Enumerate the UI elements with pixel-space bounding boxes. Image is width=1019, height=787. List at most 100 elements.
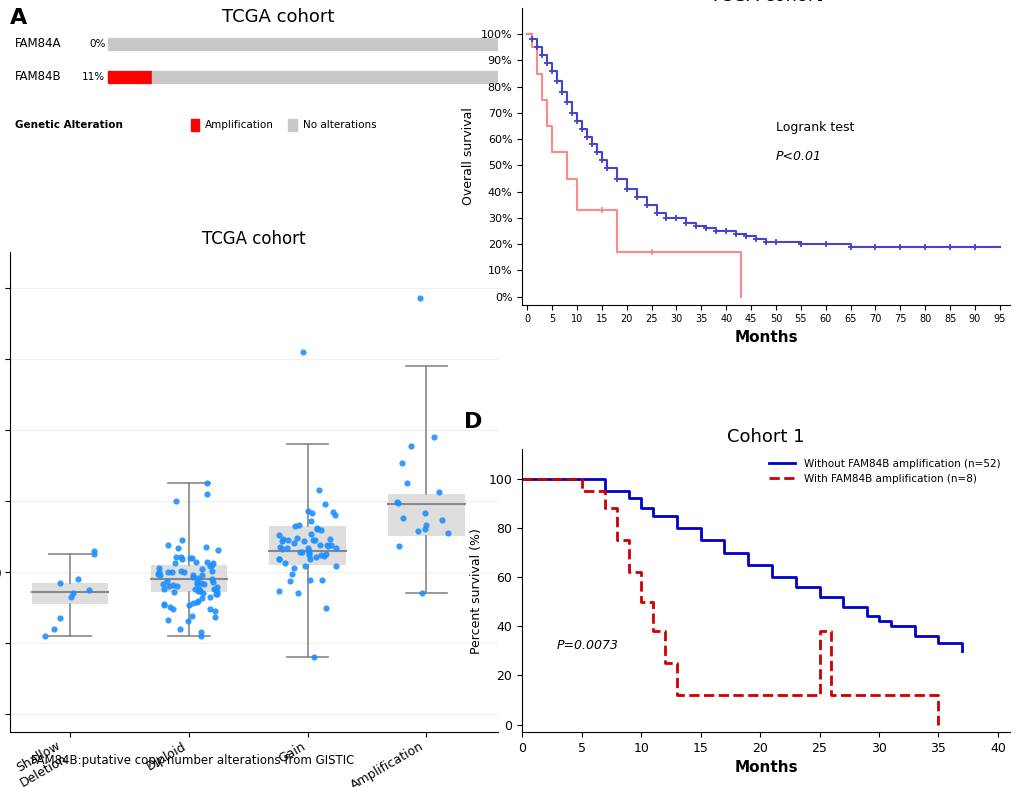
Bar — [260, 71, 262, 83]
Point — [162, 601, 178, 614]
Title: TCGA cohort: TCGA cohort — [202, 230, 306, 248]
Bar — [362, 38, 364, 50]
X-axis label: Months: Months — [734, 330, 797, 345]
Bar — [392, 38, 394, 50]
Point — [272, 541, 288, 553]
Bar — [381, 38, 383, 50]
Bar — [268, 38, 270, 50]
Bar — [339, 38, 341, 50]
Bar — [174, 71, 175, 83]
Bar — [345, 71, 347, 83]
Point — [81, 583, 97, 596]
Bar — [155, 71, 156, 83]
Bar — [151, 565, 226, 592]
Point — [284, 568, 301, 581]
Bar — [395, 71, 396, 83]
Point — [155, 578, 171, 590]
Bar — [121, 71, 123, 83]
Bar — [397, 38, 399, 50]
Bar — [191, 119, 199, 131]
Bar — [232, 38, 233, 50]
Point — [46, 623, 62, 635]
Point — [207, 583, 223, 596]
Bar — [492, 38, 493, 50]
Point — [286, 519, 303, 532]
Bar — [202, 71, 204, 83]
Bar — [144, 71, 146, 83]
Bar — [244, 71, 245, 83]
Bar — [315, 38, 317, 50]
Bar — [489, 71, 491, 83]
Bar — [110, 38, 112, 50]
Bar — [447, 38, 449, 50]
Bar — [420, 71, 422, 83]
Point — [393, 457, 410, 470]
Bar — [426, 38, 427, 50]
Bar — [387, 71, 388, 83]
Point — [316, 550, 332, 563]
Bar — [279, 38, 281, 50]
Bar — [475, 71, 477, 83]
Bar — [299, 38, 301, 50]
Bar — [205, 71, 206, 83]
Text: Genetic Alteration: Genetic Alteration — [15, 120, 123, 130]
Bar — [326, 71, 328, 83]
Point — [300, 541, 316, 554]
Bar — [240, 38, 243, 50]
Point — [205, 576, 221, 589]
Bar — [483, 71, 485, 83]
Point — [202, 603, 218, 615]
Bar — [436, 71, 438, 83]
Bar — [318, 71, 320, 83]
Point — [301, 546, 317, 559]
Bar — [224, 71, 225, 83]
Bar — [276, 71, 278, 83]
Bar — [152, 38, 154, 50]
Bar — [409, 71, 411, 83]
Bar — [436, 38, 438, 50]
Point — [158, 575, 174, 587]
Bar — [124, 38, 126, 50]
Point — [86, 548, 102, 560]
Point — [308, 551, 324, 563]
Bar — [407, 38, 408, 50]
Point — [172, 565, 189, 578]
Bar — [434, 71, 435, 83]
Point — [161, 579, 177, 592]
Bar — [213, 38, 214, 50]
Bar — [404, 71, 406, 83]
Point — [301, 549, 317, 561]
Bar — [326, 38, 328, 50]
Point — [425, 430, 441, 443]
Bar — [318, 38, 320, 50]
Bar — [365, 38, 367, 50]
Bar — [342, 71, 344, 83]
Point — [191, 582, 207, 595]
Bar — [232, 71, 233, 83]
Bar — [351, 38, 353, 50]
Bar — [240, 71, 243, 83]
Bar — [492, 71, 493, 83]
Bar — [494, 71, 496, 83]
Point — [388, 496, 405, 508]
Point — [190, 585, 206, 597]
Bar — [486, 38, 488, 50]
Bar — [215, 38, 217, 50]
Bar — [475, 38, 477, 50]
Bar — [132, 71, 135, 83]
Point — [151, 566, 167, 578]
Bar — [199, 38, 201, 50]
Bar — [423, 38, 425, 50]
Bar — [415, 71, 416, 83]
Point — [319, 538, 335, 551]
Bar — [185, 38, 186, 50]
Bar — [234, 38, 236, 50]
Bar — [315, 71, 317, 83]
Point — [296, 535, 312, 548]
Bar — [149, 38, 151, 50]
Bar — [392, 71, 394, 83]
Bar — [334, 38, 336, 50]
Point — [412, 292, 428, 305]
Bar — [234, 71, 236, 83]
Point — [168, 495, 184, 508]
